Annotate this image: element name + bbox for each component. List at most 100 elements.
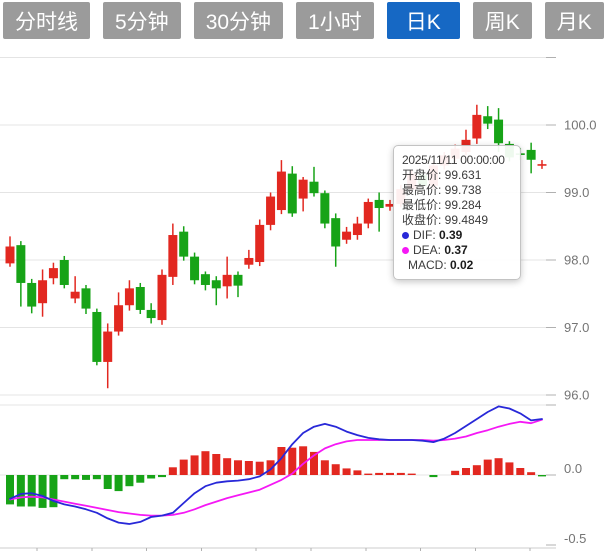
candle-body[interactable]: [342, 231, 352, 240]
tab-daily-k[interactable]: 日K: [386, 2, 460, 39]
candle-body[interactable]: [352, 223, 362, 236]
candle-body[interactable]: [255, 224, 265, 263]
macd-histogram-bar[interactable]: [81, 475, 90, 480]
candle-body[interactable]: [374, 199, 384, 209]
macd-histogram-bar[interactable]: [255, 461, 264, 475]
macd-histogram-bar[interactable]: [136, 475, 145, 483]
candle-body[interactable]: [276, 171, 286, 211]
tab-weekly-k[interactable]: 周K: [472, 2, 532, 39]
macd-histogram-bar[interactable]: [342, 468, 351, 475]
candle-body[interactable]: [114, 305, 124, 332]
tab-timeline[interactable]: 分时线: [3, 2, 90, 39]
macd-histogram-bar[interactable]: [353, 470, 362, 475]
tab-1hour[interactable]: 1小时: [296, 2, 374, 39]
macd-histogram-bar[interactable]: [461, 468, 470, 475]
candle-body[interactable]: [38, 280, 48, 304]
macd-histogram-bar[interactable]: [190, 455, 199, 475]
macd-histogram-bar[interactable]: [277, 447, 286, 475]
candle-body[interactable]: [27, 282, 37, 307]
candle-body[interactable]: [494, 119, 504, 144]
macd-histogram-bar[interactable]: [60, 475, 69, 480]
candle-body[interactable]: [5, 246, 15, 264]
macd-histogram-bar[interactable]: [527, 472, 536, 475]
macd-histogram-bar[interactable]: [364, 473, 373, 475]
tooltip-row: 最低价: 99.284: [402, 198, 482, 212]
candle-body[interactable]: [190, 256, 200, 281]
tab-monthly-k[interactable]: 月K: [544, 2, 604, 39]
macd-histogram-bar[interactable]: [537, 475, 546, 477]
candle-body[interactable]: [59, 260, 69, 285]
tab-5min[interactable]: 5分钟: [103, 2, 181, 39]
macd-histogram-bar[interactable]: [71, 475, 80, 480]
macd-histogram-bar[interactable]: [472, 465, 481, 475]
macd-histogram-bar[interactable]: [494, 458, 503, 475]
candle-body[interactable]: [472, 114, 482, 139]
candle-body[interactable]: [244, 257, 254, 265]
candle-body[interactable]: [211, 280, 221, 289]
candle-body[interactable]: [92, 311, 102, 362]
macd-histogram-bar[interactable]: [288, 447, 297, 475]
candle-body[interactable]: [135, 287, 145, 310]
candle-body[interactable]: [157, 274, 167, 321]
macd-histogram-bar[interactable]: [320, 460, 329, 475]
candle-body[interactable]: [320, 193, 330, 224]
macd-histogram-bar[interactable]: [114, 475, 123, 492]
macd-histogram-bar[interactable]: [147, 475, 156, 479]
macd-histogram-bar[interactable]: [299, 446, 308, 475]
macd-histogram-bar[interactable]: [331, 464, 340, 475]
candle-body[interactable]: [70, 291, 80, 299]
macd-histogram-bar[interactable]: [516, 468, 525, 475]
macd-histogram-bar[interactable]: [27, 475, 36, 507]
candle-body[interactable]: [526, 149, 536, 160]
candle-body[interactable]: [537, 164, 547, 166]
tab-30min[interactable]: 30分钟: [193, 2, 284, 39]
macd-histogram-bar[interactable]: [505, 462, 514, 475]
macd-histogram-bar[interactable]: [125, 475, 134, 487]
macd-histogram-bar[interactable]: [375, 472, 384, 475]
macd-histogram-bar[interactable]: [38, 475, 47, 508]
candle-body[interactable]: [222, 274, 232, 287]
macd-histogram-bar[interactable]: [309, 451, 318, 475]
candle-body[interactable]: [483, 116, 493, 124]
candle-body[interactable]: [146, 309, 156, 319]
macd-histogram-bar[interactable]: [451, 470, 460, 475]
dif-line: [9, 405, 543, 525]
macd-histogram-bar[interactable]: [385, 472, 394, 475]
macd-histogram-bar[interactable]: [429, 475, 438, 478]
macd-histogram-bar[interactable]: [179, 459, 188, 475]
macd-histogram-bar[interactable]: [92, 475, 101, 480]
macd-histogram-bar[interactable]: [168, 467, 177, 475]
candle-body[interactable]: [179, 231, 189, 257]
macd-histogram-bar[interactable]: [201, 451, 210, 475]
candle-body[interactable]: [266, 196, 276, 225]
macd-histogram-bar[interactable]: [16, 475, 25, 507]
candle-body[interactable]: [331, 218, 341, 247]
candle-body[interactable]: [233, 274, 243, 286]
candle-body[interactable]: [385, 203, 395, 207]
macd-histogram-bar[interactable]: [233, 460, 242, 475]
macd-histogram-bar[interactable]: [396, 472, 405, 475]
macd-histogram-bar[interactable]: [212, 454, 221, 475]
candle-body[interactable]: [287, 173, 297, 214]
candle-body[interactable]: [200, 274, 210, 285]
macd-histogram-bar[interactable]: [157, 475, 166, 478]
macd-histogram-bar[interactable]: [223, 458, 232, 475]
macd-histogram-bar[interactable]: [407, 473, 416, 475]
macd-histogram-bar[interactable]: [244, 461, 253, 475]
candle-body[interactable]: [124, 288, 134, 306]
candle-body[interactable]: [298, 179, 308, 199]
candle-body[interactable]: [168, 235, 178, 277]
candle-body[interactable]: [363, 201, 373, 224]
candle-body[interactable]: [81, 288, 91, 309]
candle-body[interactable]: [309, 181, 319, 194]
macd-histogram-bar[interactable]: [103, 475, 112, 489]
candle-body[interactable]: [16, 245, 26, 283]
macd-histogram-bar[interactable]: [49, 475, 58, 508]
candle-body[interactable]: [103, 331, 113, 362]
macd-histogram-bar[interactable]: [6, 475, 14, 505]
candle-body[interactable]: [48, 268, 58, 279]
macd-histogram-bar[interactable]: [266, 460, 275, 475]
dea-dot-icon: [402, 246, 409, 254]
macd-histogram-bar[interactable]: [483, 459, 492, 475]
